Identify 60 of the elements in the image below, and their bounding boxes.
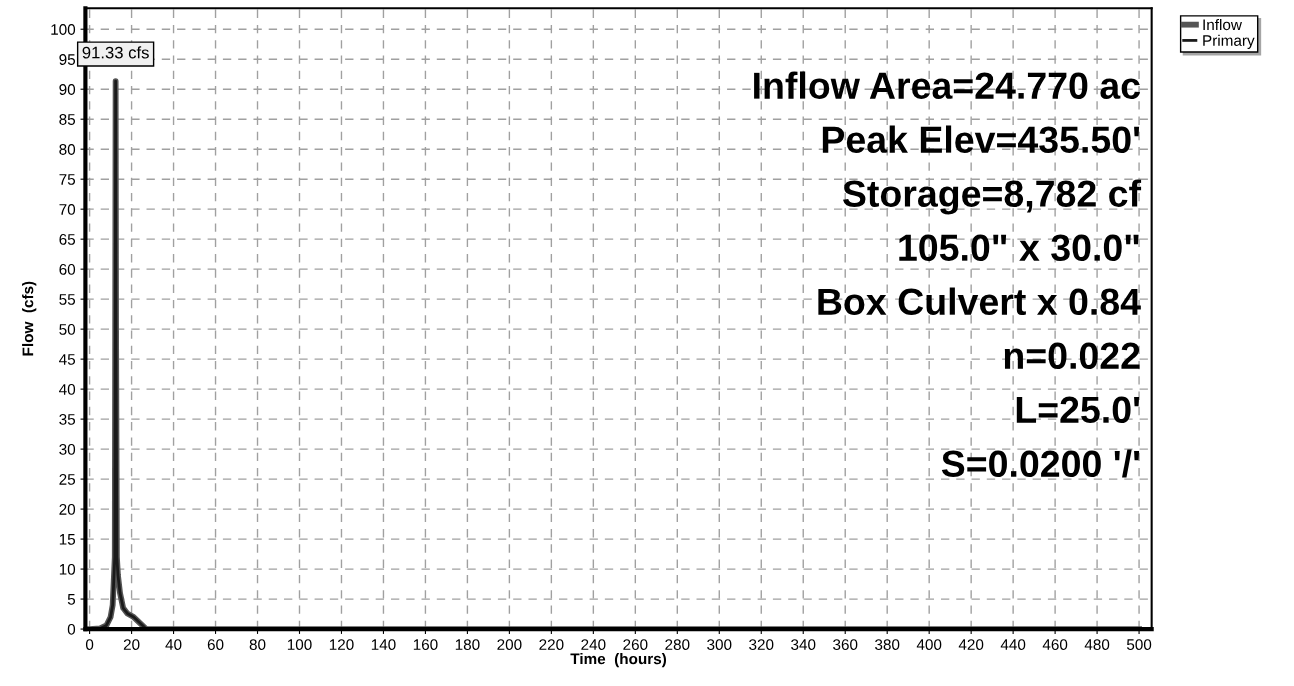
annotation: Storage=8,782 cf — [842, 179, 1142, 215]
x-axis-title: Time (hours) — [570, 653, 667, 668]
y-tick-label: 5 — [67, 594, 76, 605]
y-tick-label: 70 — [59, 204, 76, 215]
y-tick-label: 100 — [51, 24, 76, 35]
x-tick-label: 420 — [958, 639, 984, 651]
annotation: 91.33 cfs — [82, 46, 149, 59]
x-tick-label: 480 — [1084, 639, 1110, 651]
annotation: Box Culvert x 0.84 — [818, 287, 1141, 316]
x-tick-label: 20 — [123, 639, 140, 651]
y-tick-label: 20 — [59, 503, 76, 515]
x-tick-label: 320 — [749, 639, 774, 651]
x-tick-label: 220 — [539, 639, 564, 651]
y-tick-label: 50 — [59, 324, 76, 335]
x-tick-label: 300 — [707, 639, 732, 651]
x-tick-label: 500 — [1126, 639, 1152, 651]
x-tick-label: 120 — [329, 639, 354, 651]
legend-label: Primary — [1203, 34, 1255, 49]
y-tick-label: 80 — [59, 144, 76, 155]
x-tick-label: 200 — [497, 639, 522, 651]
x-tick-label: 380 — [875, 639, 900, 651]
x-tick-label: 160 — [413, 639, 438, 651]
annotation: n=0.022 — [1004, 342, 1140, 370]
y-tick-label: 25 — [59, 473, 76, 485]
y-tick-label: 75 — [59, 174, 76, 185]
x-tick-label: 0 — [85, 639, 94, 651]
y-tick-label: 30 — [59, 443, 76, 455]
y-axis-title: Flow (cfs) — [22, 281, 37, 356]
y-tick-label: 40 — [59, 384, 76, 395]
x-tick-label: 440 — [1000, 639, 1026, 651]
y-tick-label: 95 — [59, 54, 76, 65]
x-tick-label: 260 — [623, 639, 648, 651]
annotation: S=0.0200 '/' — [941, 449, 1140, 478]
x-tick-label: 460 — [1042, 639, 1068, 651]
x-tick-label: 140 — [371, 639, 396, 651]
legend-label: Inflow — [1203, 18, 1242, 31]
y-tick-label: 90 — [59, 84, 76, 95]
y-tick-label: 0 — [67, 623, 76, 635]
annotation: Inflow Area=24.770 ac — [754, 71, 1140, 100]
y-tick-label: 60 — [59, 264, 76, 275]
annotation: Peak Elev=435.50' — [822, 125, 1140, 154]
y-tick-label: 65 — [59, 234, 76, 245]
x-tick-label: 340 — [791, 639, 816, 651]
y-tick-label: 45 — [59, 354, 76, 365]
x-tick-label: 80 — [249, 639, 266, 651]
x-tick-label: 180 — [455, 639, 480, 651]
x-tick-label: 40 — [165, 639, 182, 651]
y-tick-label: 35 — [59, 413, 76, 425]
y-tick-label: 10 — [59, 563, 76, 575]
annotation: 105.0" x 30.0" — [899, 234, 1139, 262]
x-tick-label: 100 — [287, 639, 312, 651]
x-tick-label: 240 — [581, 639, 606, 651]
x-tick-label: 360 — [833, 639, 858, 651]
y-tick-label: 15 — [59, 534, 76, 545]
y-tick-label: 55 — [59, 294, 76, 305]
x-tick-label: 280 — [665, 639, 690, 651]
annotation: L=25.0' — [1016, 396, 1140, 424]
x-tick-label: 60 — [207, 639, 224, 651]
y-tick-label: 85 — [59, 114, 76, 125]
x-tick-label: 400 — [916, 639, 942, 651]
